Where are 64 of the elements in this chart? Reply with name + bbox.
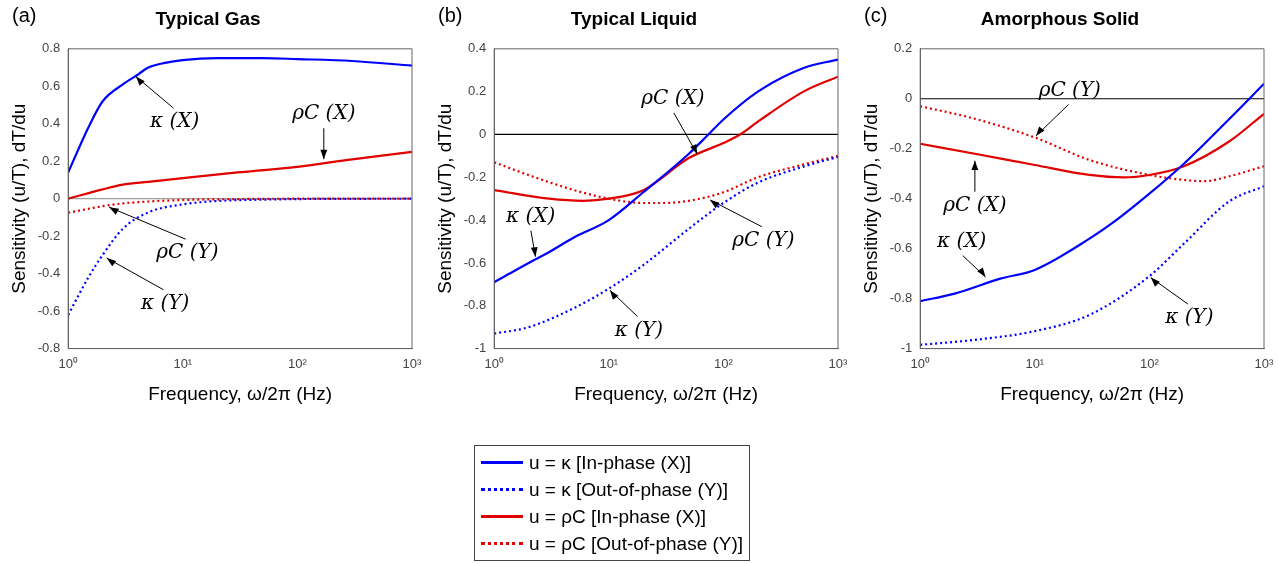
annotation: ρC (Y) (1037, 76, 1101, 101)
x-tick-label: 10⁰ (484, 355, 504, 371)
x-tick-label: 10¹ (173, 355, 193, 371)
annotation: κ (Y) (613, 316, 663, 341)
y-axis-title: Sensitivity (u/T), dT/du (859, 103, 881, 294)
text: (c) (864, 3, 888, 26)
x-tick-label: 10⁰ (910, 355, 930, 371)
y-tick-label: -0.6 (889, 240, 913, 256)
x-tick-label: 10³ (1254, 355, 1275, 371)
x-tick-label: 10² (288, 355, 308, 371)
x-tick-label: 10⁰ (58, 355, 78, 371)
y-tick-label: 0.2 (894, 40, 913, 56)
x-tick-label: 10³ (402, 355, 423, 371)
annotation: κ (Y) (1164, 304, 1214, 329)
annotation: ρC (X) (640, 85, 705, 110)
annotation: ρC (X) (942, 191, 1007, 216)
y-tick-label: -0.8 (37, 340, 61, 356)
legend-label: u = ρC [Out-of-phase (Y)] (529, 532, 744, 555)
x-axis-title: Frequency, ω/2π (Hz) (1000, 382, 1185, 404)
chart-title: Typical Liquid (570, 7, 698, 29)
y-tick-label: -0.4 (463, 211, 487, 227)
y-tick-label: 0.6 (42, 77, 61, 93)
y-tick-label: -1 (474, 340, 487, 356)
annotation: κ (X) (504, 202, 556, 227)
y-tick-label: -1 (900, 340, 913, 356)
annotation: ρC (X) (291, 100, 356, 125)
y-tick-label: 0.4 (468, 40, 487, 56)
y-tick-label: 0 (478, 126, 487, 142)
y-tick-label: 0.2 (42, 152, 61, 168)
y-tick-label: -0.2 (37, 227, 61, 243)
y-tick-label: -0.8 (463, 297, 487, 313)
annotation: ρC (Y) (731, 226, 795, 251)
y-tick-label: 0.4 (42, 115, 61, 131)
y-tick-label: -0.6 (37, 302, 61, 318)
y-tick-label: 0 (904, 90, 913, 106)
x-tick-label: 10² (714, 355, 734, 371)
y-tick-label: 0 (52, 190, 61, 206)
annotation: κ (Y) (139, 289, 190, 314)
text: (b) (438, 3, 463, 26)
chart-title: Amorphous Solid (980, 7, 1140, 29)
legend-label: u = ρC [In-phase (X)] (529, 505, 707, 528)
y-tick-label: -0.4 (37, 265, 61, 281)
x-axis-title: Frequency, ω/2π (Hz) (574, 382, 759, 404)
y-tick-label: -0.2 (463, 168, 487, 184)
chart-title: Typical Gas (155, 7, 261, 29)
x-tick-label: 10² (1140, 355, 1160, 371)
annotation: κ (X) (148, 108, 200, 133)
y-tick-label: -0.2 (889, 140, 913, 156)
annotation: κ (X) (935, 227, 987, 252)
x-tick-label: 10³ (828, 355, 849, 371)
y-tick-label: -0.8 (889, 290, 913, 306)
y-axis-title: Sensitivity (u/T), dT/du (7, 103, 29, 294)
legend-label: u = κ [In-phase (X)] (529, 451, 692, 474)
x-tick-label: 10¹ (599, 355, 619, 371)
y-tick-label: 0.8 (42, 40, 61, 56)
x-axis-title: Frequency, ω/2π (Hz) (148, 382, 333, 404)
annotation: ρC (Y) (155, 239, 219, 264)
y-axis-title: Sensitivity (u/T), dT/du (433, 103, 455, 294)
y-tick-label: -0.4 (889, 190, 913, 206)
text: (a) (12, 3, 37, 26)
legend-label: u = κ [Out-of-phase (Y)] (529, 478, 729, 501)
y-tick-label: -0.6 (463, 254, 487, 270)
y-tick-label: 0.2 (468, 83, 487, 99)
x-tick-label: 10¹ (1025, 355, 1045, 371)
